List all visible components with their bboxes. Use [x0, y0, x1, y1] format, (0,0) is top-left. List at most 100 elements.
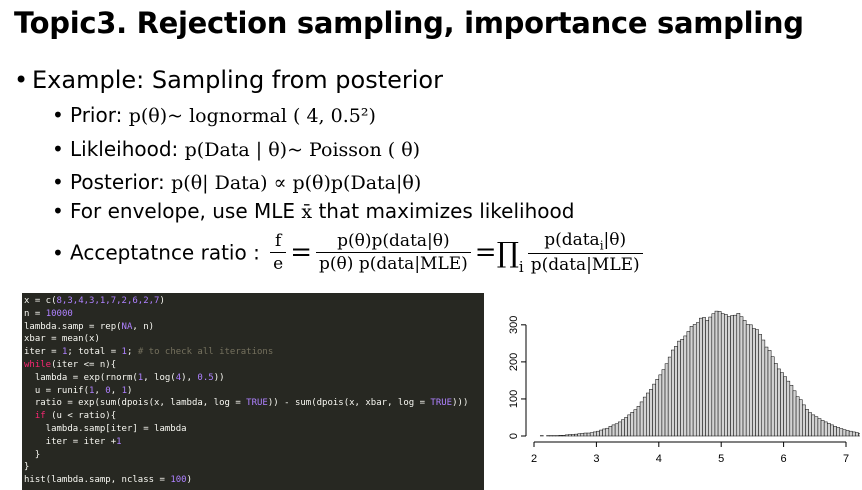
bullet-dot: •: [52, 137, 64, 161]
bullet-dot: •: [52, 103, 64, 127]
code-line: n = 10000: [24, 308, 73, 319]
histogram-bar: [568, 434, 572, 437]
product-denominator: p(data|MLE): [530, 255, 640, 276]
histogram-bar: [827, 423, 831, 437]
histogram-bar: [851, 431, 856, 437]
histogram-bar: [833, 426, 837, 437]
code-line: ratio = exp(sum(dpois(x, lambda, log = T…: [24, 398, 469, 409]
histogram-bar: [699, 317, 703, 437]
histogram-bar: [764, 346, 769, 437]
histogram-bar: [770, 356, 775, 437]
x-tick-label: 2: [531, 453, 537, 465]
histogram-bar: [733, 314, 738, 437]
histogram-bar: [611, 424, 616, 437]
histogram-bar: [780, 372, 784, 437]
histogram-bar: [680, 339, 685, 437]
histogram-bar: [589, 432, 594, 437]
histogram-bar: [583, 432, 588, 437]
histogram-bar: [823, 421, 828, 437]
histogram-bar: [596, 430, 600, 437]
histogram-bar: [830, 424, 834, 437]
histogram-bar: [602, 428, 607, 437]
histogram-bar: [661, 369, 666, 437]
histogram-bar: [727, 316, 731, 437]
x-tick-label: 7: [843, 453, 849, 465]
code-line: while(iter <= n){: [24, 359, 117, 370]
histogram-bar: [786, 380, 791, 437]
histogram-bar: [795, 396, 800, 437]
y-tick-label: 200: [508, 353, 520, 371]
histogram-bar: [633, 409, 638, 437]
histogram-bar: [858, 433, 860, 437]
histogram-bar: [802, 404, 806, 437]
histogram-bar: [817, 418, 822, 437]
histogram-bar: [649, 389, 653, 437]
histogram-bar: [749, 324, 753, 437]
prior-formula: p(θ)~ lognormal ( 4, 0.5²): [128, 105, 376, 127]
histogram-bar: [739, 316, 744, 437]
x-tick-label: 5: [718, 453, 724, 465]
histogram-bar: [755, 329, 759, 437]
posterior-formula: p(θ| Data) ∝ p(θ)p(Data|θ): [171, 172, 422, 194]
histogram-bar: [798, 399, 803, 437]
histogram-bar: [720, 313, 725, 437]
histogram-bar: [677, 340, 681, 437]
bullet-dot: •: [52, 240, 64, 265]
histogram-bar: [714, 310, 719, 437]
numerator-f: f: [270, 231, 287, 254]
envelope-text-post: that maximizes likelihood: [312, 199, 575, 223]
histogram-bar: [711, 313, 716, 437]
equals-sign-2: =: [474, 237, 497, 268]
posterior-bullet: • Posterior: p(θ| Data) ∝ p(θ)p(Data|θ): [52, 170, 421, 194]
histogram-bar: [580, 433, 585, 437]
ratio-denominator: p(θ) p(data|MLE): [319, 254, 468, 275]
histogram-bar: [783, 376, 787, 437]
histogram-bar: [674, 346, 678, 437]
envelope-bullet: • For envelope, use MLE x̄ that maximizes…: [52, 199, 574, 223]
prior-bullet: • Prior: p(θ)~ lognormal ( 4, 0.5²): [52, 103, 376, 127]
product-subscript: i: [518, 258, 524, 277]
histogram-bar: [773, 363, 778, 437]
product-numerator-tail: |θ): [603, 230, 627, 250]
histogram-bar: [639, 401, 644, 437]
fraction-product: p(datai|θ) p(data|MLE): [527, 230, 643, 276]
histogram-bar: [820, 420, 825, 437]
histogram-bar: [745, 324, 750, 437]
histogram-bar: [730, 315, 734, 437]
histogram-bar: [761, 339, 766, 437]
histogram-bar: [586, 432, 591, 437]
histogram-bar: [767, 350, 772, 437]
xbar-symbol: x̄: [301, 201, 313, 223]
histogram-bar: [564, 434, 569, 437]
bullet-dot: •: [52, 199, 64, 223]
likelihood-label: Likleihood:: [70, 137, 185, 161]
product-symbol: ∏: [496, 236, 519, 270]
histogram-bar: [689, 326, 694, 437]
histogram-bar: [695, 322, 700, 437]
histogram-bar: [708, 316, 713, 437]
y-tick-label: 100: [508, 390, 520, 408]
histogram-bar: [599, 429, 603, 437]
histogram-chart: 2 3 4 5 6 7 0 100 200 300: [508, 310, 860, 465]
code-line: lambda.samp = rep(NA, n): [24, 321, 155, 332]
x-tick-label: 6: [781, 453, 787, 465]
y-tick-label: 300: [508, 316, 520, 334]
histogram-bar: [805, 409, 809, 437]
histogram-bar: [624, 417, 628, 437]
histogram-bar: [574, 433, 578, 437]
example-text: Example: Sampling from posterior: [32, 66, 443, 94]
code-line: iter = iter +1: [24, 436, 122, 447]
histogram-bar: [605, 427, 610, 437]
product-numerator-head: p(data: [544, 230, 600, 250]
histogram-bar: [814, 416, 819, 437]
histogram-bar: [686, 331, 691, 437]
histogram-bar: [792, 390, 797, 437]
posterior-label: Posterior:: [70, 170, 172, 194]
histogram-bar: [636, 406, 641, 437]
bullet-dot: •: [14, 66, 29, 94]
histogram-bar: [736, 313, 741, 437]
x-tick-label: 4: [656, 453, 662, 465]
code-editor[interactable]: x = c(8,3,4,3,1,7,2,6,2,7) n = 10000 lam…: [22, 293, 484, 490]
ratio-numerator: p(θ)p(data|θ): [316, 231, 471, 254]
slide-title: Topic3. Rejection sampling, importance s…: [14, 6, 804, 40]
